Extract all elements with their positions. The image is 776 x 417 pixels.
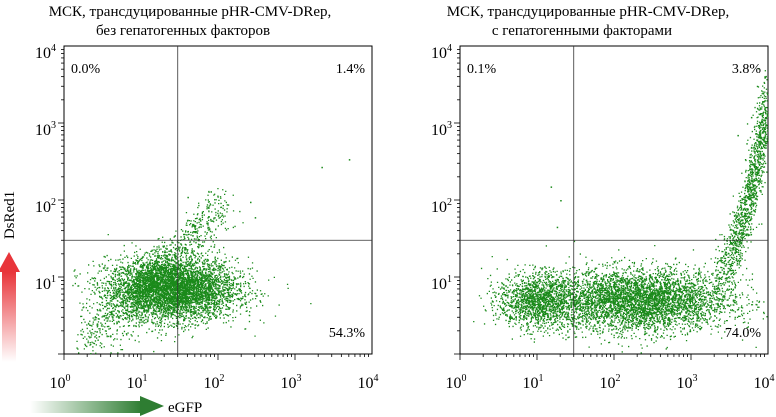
scatter-point: [556, 226, 559, 229]
y-tick-label: 103: [35, 120, 56, 139]
x-arrow-head: [140, 396, 164, 416]
y-tick-label: 101: [431, 274, 452, 293]
panel-1-x-ticks: 100 101 102 103 104: [50, 49, 379, 392]
panel-2-y-ticks: 101 102 103 104: [431, 43, 452, 293]
y-arrow-head: [0, 252, 20, 272]
x-tick-label: 100: [50, 373, 71, 392]
scatter-points: [72, 188, 312, 355]
panel-2-x-ticks: 100 101 102 103 104: [446, 49, 775, 392]
panel-1-y-ticks: 101 102 103 104: [35, 43, 56, 293]
scatter-point: [321, 166, 323, 169]
x-tick-label: 102: [204, 373, 225, 392]
panel-2-quadrant-upper-right: 3.8%: [732, 62, 762, 77]
x-tick-label: 103: [281, 373, 302, 392]
panel-1-subtitle: без гепатогенных факторов: [96, 23, 270, 39]
y-axis-label: DsRed1: [2, 191, 18, 239]
x-axis-annotation: eGFP: [30, 396, 202, 416]
scatter-point: [187, 196, 189, 199]
scatter-point: [210, 191, 212, 193]
x-tick-label: 101: [127, 373, 148, 392]
panel-1: МСК, трансдуцированные pHR-CMV-DRep, без…: [35, 4, 379, 392]
scatter-point: [250, 201, 252, 204]
panel-1-quadrant-upper-left: 0.0%: [71, 62, 101, 77]
x-tick-label: 100: [446, 373, 467, 392]
panel-2-subtitle: с гепатогенными факторами: [492, 23, 672, 39]
y-tick-label: 104: [431, 43, 452, 62]
x-tick-label: 101: [523, 373, 544, 392]
panel-2-quadrant-upper-left: 0.1%: [467, 62, 497, 77]
panel-1-frame: [63, 45, 373, 355]
panel-2: МСК, трансдуцированные pHR-CMV-DRep, с г…: [431, 4, 775, 392]
scatter-point: [750, 116, 753, 119]
x-tick-label: 104: [754, 373, 775, 392]
x-arrow-shaft: [30, 401, 142, 413]
scatter-point: [550, 186, 553, 188]
y-tick-label: 102: [35, 197, 56, 216]
y-tick-label: 104: [35, 43, 56, 62]
x-tick-label: 104: [358, 373, 379, 392]
x-tick-label: 102: [600, 373, 621, 392]
scatter-point: [560, 200, 562, 202]
panel-2-title: МСК, трансдуцированные pHR-CMV-DRep,: [447, 4, 730, 20]
y-tick-label: 103: [431, 120, 452, 139]
panel-2-quadrant-lower-right: 74.0%: [725, 326, 762, 341]
x-tick-label: 103: [677, 373, 698, 392]
y-tick-label: 101: [35, 274, 56, 293]
scatter-point: [737, 134, 739, 137]
y-axis-annotation: DsRed1: [0, 191, 20, 362]
panel-1-quadrant-lower-right: 54.3%: [329, 326, 366, 341]
scatter-point: [348, 159, 351, 161]
scatter-points: [473, 68, 769, 354]
panel-2-points: [473, 68, 769, 354]
scatter-point: [254, 217, 257, 219]
panel-1-points: [72, 159, 351, 355]
y-arrow-shaft: [2, 272, 16, 362]
x-axis-label: eGFP: [168, 400, 202, 416]
y-tick-label: 102: [431, 197, 452, 216]
panel-1-title: МСК, трансдуцированные pHR-CMV-DRep,: [49, 4, 332, 20]
panel-1-quadrant-upper-right: 1.4%: [336, 62, 366, 77]
